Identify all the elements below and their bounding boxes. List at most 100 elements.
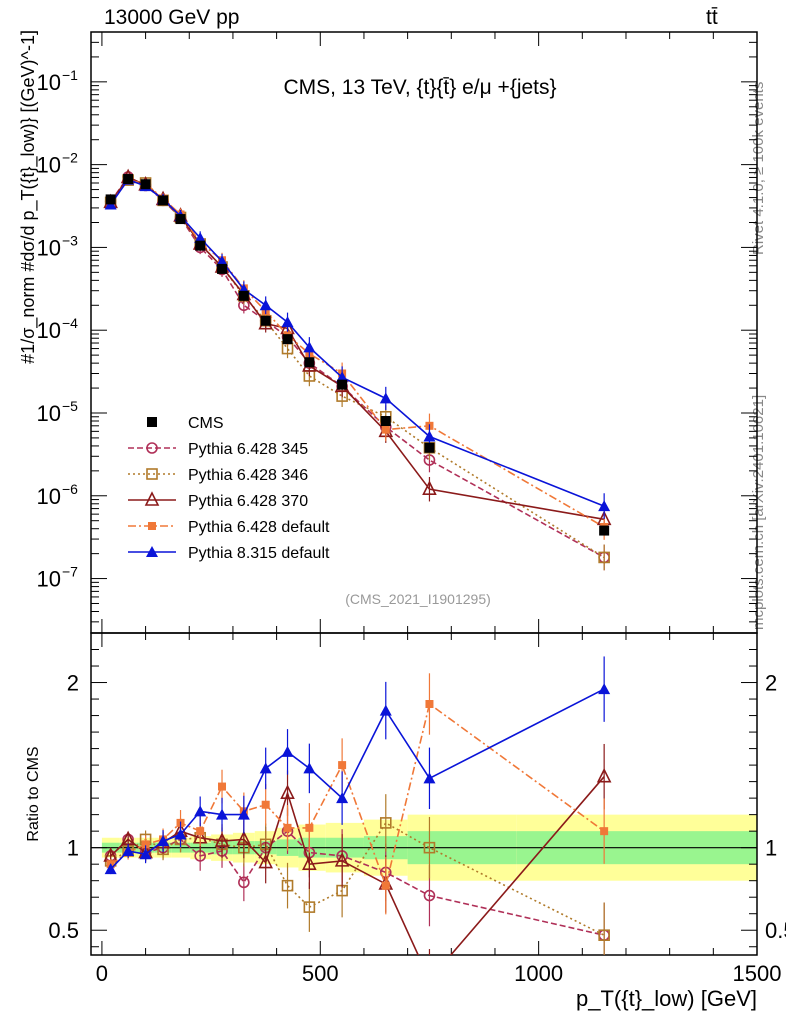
- ratio-point: [303, 762, 316, 774]
- y-axis-title: #1/σ_norm #dσ/d p_T({t}_low)} [(GeV)^-1]: [18, 30, 39, 364]
- legend-label: Pythia 6.428 default: [188, 519, 330, 536]
- series-line: [110, 178, 605, 507]
- legend-marker: [148, 522, 156, 530]
- cms-data-point: [195, 240, 206, 251]
- ratio-y-tick-label: 0.5: [48, 918, 79, 943]
- legend-label: Pythia 6.428 346: [188, 467, 308, 484]
- ratio-y-tick-label: 1: [67, 836, 79, 861]
- data-point: [381, 425, 390, 434]
- legend-marker: [146, 468, 158, 480]
- ratio-point: [281, 745, 294, 757]
- ratio-point: [258, 853, 273, 869]
- y-tick-label: 10: [37, 484, 61, 509]
- legend-label: Pythia 6.428 370: [188, 493, 308, 510]
- x-tick-label: 1000: [514, 961, 563, 986]
- ratio-y-tick-label: 2: [67, 671, 79, 696]
- cms-data-point: [599, 525, 610, 536]
- legend-marker: [144, 491, 160, 506]
- data-point: [194, 231, 207, 243]
- ratio-line: [110, 702, 605, 889]
- data-point: [303, 341, 316, 353]
- cms-data-point: [140, 179, 151, 190]
- data-point: [336, 371, 349, 383]
- y-tick-label: 10: [37, 70, 61, 95]
- ratio-point: [600, 827, 609, 836]
- data-point: [598, 551, 610, 564]
- cms-data-point: [260, 315, 271, 326]
- legend-label: Pythia 6.428 345: [188, 441, 308, 458]
- series-line: [110, 179, 605, 559]
- x-tick-label: 1500: [733, 961, 782, 986]
- main-frame: [90, 31, 758, 634]
- x-tick-label: 0: [96, 961, 108, 986]
- legend-marker: [146, 546, 158, 557]
- ratio-point: [216, 808, 229, 820]
- ratio-point: [598, 683, 611, 695]
- series-4: [104, 173, 611, 519]
- x-axis-title: p_T({t}_low) [GeV]: [576, 986, 757, 1011]
- ratio-point: [423, 841, 436, 854]
- legend-marker: [147, 417, 157, 427]
- ratio-point: [196, 827, 205, 836]
- ratio-plot-area: [103, 656, 612, 955]
- ratio-point: [425, 700, 434, 709]
- cms-data: [105, 174, 610, 536]
- cms-data-point: [424, 442, 435, 453]
- cms-data-point: [105, 194, 116, 205]
- y-tick-label: 10: [37, 318, 61, 343]
- series-1: [104, 174, 610, 571]
- ratio-y-tick-label-right: 1: [765, 836, 777, 861]
- ratio-point: [238, 876, 250, 889]
- ratio-point: [338, 761, 347, 770]
- data-point: [422, 480, 437, 496]
- legend-label: Pythia 8.315 default: [188, 545, 330, 562]
- ratio-point: [104, 863, 117, 875]
- y-tick-label: 10: [37, 401, 61, 426]
- ratio-y-tick-label-right: 0.5: [765, 918, 786, 943]
- ratio-point: [303, 901, 316, 913]
- data-point: [598, 500, 611, 512]
- cms-data-point: [282, 334, 293, 345]
- ratio-point: [379, 817, 392, 829]
- ratio-point: [336, 792, 349, 804]
- ratio-point: [261, 800, 270, 809]
- ratio-point: [596, 767, 612, 783]
- ratio-point: [139, 848, 152, 860]
- ratio-point: [141, 840, 150, 849]
- y-tick-exponent: −1: [62, 67, 78, 83]
- cms-data-point: [380, 416, 391, 427]
- y-tick-label: 10: [37, 567, 61, 592]
- ratio-point: [379, 704, 392, 716]
- series-0: [104, 171, 610, 571]
- x-tick-label: 500: [302, 961, 339, 986]
- series-line: [110, 175, 605, 559]
- data-point: [259, 299, 272, 311]
- ratio-point: [381, 881, 390, 890]
- data-point: [379, 392, 392, 404]
- series-line: [110, 176, 605, 521]
- series-3: [106, 176, 609, 540]
- ratio-y-tick-label-right: 2: [765, 671, 777, 696]
- legend-label: CMS: [188, 415, 224, 432]
- main-panel: 10−710−610−510−410−310−210 −1#1/σ_norm #d…: [18, 30, 758, 955]
- ratio-point: [305, 823, 314, 832]
- y-tick-exponent: −6: [62, 481, 78, 497]
- ratio-panel: 0 500 1000 1500 0.5 0.5 1 1 2 2 p_T({t}_low) [GeV]…: [25, 632, 786, 1011]
- legend-marker: [146, 442, 158, 454]
- cms-data-point: [304, 357, 315, 368]
- cms-data-point: [158, 195, 169, 206]
- y-tick-exponent: −7: [62, 564, 78, 580]
- data-point: [423, 430, 436, 442]
- ratio-point: [259, 762, 272, 774]
- chart-title: CMS, 13 TeV, {t}{t̄} e/μ +{jets}: [283, 76, 556, 99]
- ratio-point: [157, 835, 170, 847]
- data-point: [281, 316, 294, 328]
- ratio-point: [423, 889, 436, 902]
- ratio-point: [194, 805, 207, 817]
- series-line: [110, 179, 605, 528]
- y-tick-exponent: −4: [62, 315, 78, 331]
- y-tick-exponent: −3: [62, 232, 78, 248]
- ratio-point: [218, 782, 227, 791]
- ratio-point: [334, 852, 350, 867]
- cms-data-point: [123, 174, 134, 185]
